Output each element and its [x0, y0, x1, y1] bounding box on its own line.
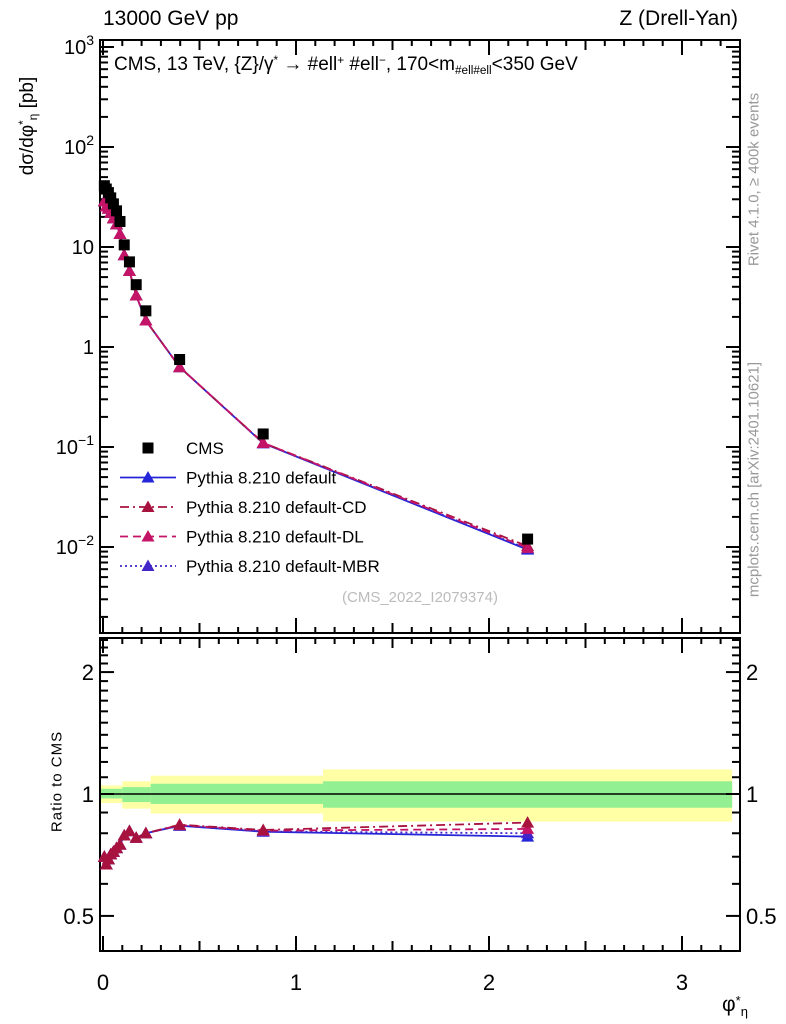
- legend-marker-cms: [142, 442, 154, 454]
- ratio-panel-series: [97, 816, 535, 870]
- main-panel-frame: [99, 39, 741, 634]
- main-curve-cd: [103, 200, 528, 547]
- x-tick-label: 1: [290, 970, 302, 995]
- legend-entry-label: Pythia 8.210 default: [186, 469, 337, 488]
- main-curve-mbr: [103, 200, 528, 550]
- beam-energy-label: 13000 GeV pp: [103, 7, 239, 30]
- plot-title: CMS, 13 TeV, {Z}/γ* → #ell+ #ell−, 170<m…: [114, 54, 578, 78]
- main-y-tick-label: 10−2: [56, 532, 94, 559]
- main-y-tick-label: 103: [64, 32, 94, 59]
- main-panel-series: [97, 180, 535, 555]
- x-tick-label: 3: [676, 970, 688, 995]
- ratio-markers-dl: [97, 818, 535, 870]
- x-axis-label: φ*η: [722, 992, 748, 1019]
- ratio-y-tick-label-left: 1: [82, 782, 94, 807]
- x-tick-label: 2: [483, 970, 495, 995]
- legend-marker-mbr: [141, 559, 155, 571]
- legend-entry-label: CMS: [186, 439, 224, 458]
- ratio-y-tick-label-right: 0.5: [746, 904, 777, 929]
- main-y-tick-label: 10: [72, 237, 94, 259]
- axis-ticks: [100, 40, 740, 951]
- main-y-tick-label: 102: [64, 132, 94, 159]
- ratio-curve-mbr: [103, 824, 528, 868]
- x-tick-label: 0: [97, 970, 109, 995]
- legend-entry-label: Pythia 8.210 default-CD: [186, 498, 367, 517]
- main-y-tick-label: 10−1: [56, 432, 94, 459]
- legend: CMS Pythia 8.210 default Pythia 8.210 defa…: [120, 439, 380, 576]
- legend-entry-label: Pythia 8.210 default-DL: [186, 528, 364, 547]
- legend-marker-default: [141, 471, 155, 483]
- legend-marker-cd: [141, 500, 155, 512]
- ratio-curve-dl: [103, 824, 528, 868]
- ratio-markers-cd: [97, 816, 535, 870]
- ratio-y-tick-label-left: 0.5: [63, 904, 94, 929]
- analysis-id-watermark: (CMS_2022_I2079374): [342, 589, 498, 606]
- main-markers-cms: [98, 180, 534, 545]
- ratio-markers-mbr: [97, 819, 535, 870]
- ratio-y-tick-label-right: 1: [746, 782, 758, 807]
- legend-marker-dl: [141, 530, 155, 542]
- main-curve-dl: [103, 200, 528, 549]
- ratio-y-tick-label-right: 2: [746, 660, 758, 685]
- legend-entry-label: Pythia 8.210 default-MBR: [186, 557, 380, 576]
- ratio-markers-default: [97, 819, 535, 870]
- ratio-y-tick-label-left: 2: [82, 660, 94, 685]
- ratio-uncertainty-bands: [100, 769, 740, 822]
- process-label: Z (Drell-Yan): [619, 7, 738, 30]
- main-y-tick-label: 1: [83, 337, 94, 359]
